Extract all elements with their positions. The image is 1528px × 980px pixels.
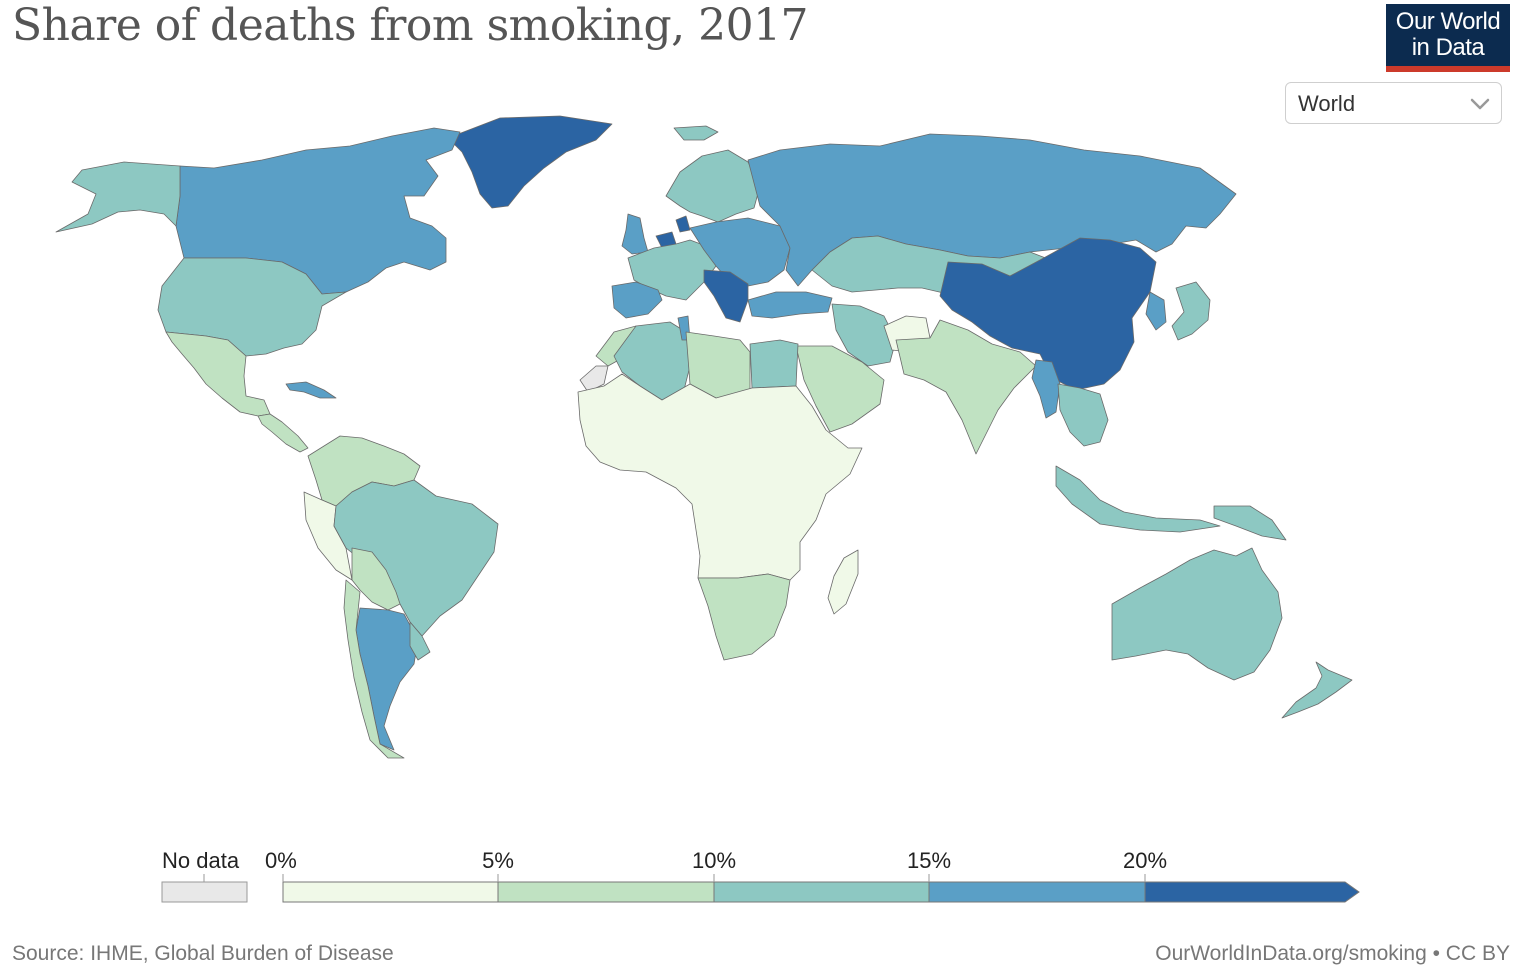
legend-tick-label: 5% xyxy=(482,848,514,873)
region-selector[interactable]: World xyxy=(1285,82,1502,124)
legend-bar xyxy=(161,874,1360,903)
country-southern-africa[interactable] xyxy=(697,573,791,661)
country-algeria[interactable] xyxy=(613,321,691,401)
country-united-kingdom[interactable] xyxy=(621,213,649,255)
legend: No data 0% 5% 10% 15% 20% xyxy=(0,840,1528,920)
country-arabian-peninsula[interactable] xyxy=(795,345,885,433)
logo-line-1: Our World xyxy=(1395,8,1501,35)
country-central-america[interactable] xyxy=(257,413,309,453)
legend-tick-label: 15% xyxy=(906,848,952,873)
credit-link[interactable]: OurWorldInData.org/smoking • CC BY xyxy=(1155,942,1510,965)
country-myanmar[interactable] xyxy=(1031,359,1061,419)
owid-logo[interactable]: Our World in Data xyxy=(1386,4,1510,72)
country-sub-saharan-africa[interactable] xyxy=(577,373,863,581)
country-central-eastern-europe[interactable] xyxy=(689,217,791,287)
country-pakistan-india[interactable] xyxy=(895,319,1037,455)
country-madagascar[interactable] xyxy=(827,549,859,615)
country-peru[interactable] xyxy=(303,491,353,581)
country-spain[interactable] xyxy=(611,281,663,319)
country-turkey[interactable] xyxy=(747,291,833,319)
country-uruguay[interactable] xyxy=(409,621,431,661)
country-alaska[interactable] xyxy=(55,161,181,233)
country-egypt[interactable] xyxy=(749,339,799,389)
chevron-down-icon xyxy=(1470,98,1490,110)
legend-bin-1[interactable] xyxy=(497,881,715,903)
country-denmark[interactable] xyxy=(675,215,691,233)
legend-tick-label: 0% xyxy=(265,848,297,873)
region-selector-value: World xyxy=(1298,91,1356,116)
legend-bin-2[interactable] xyxy=(713,881,930,903)
country-papua-new-guinea[interactable] xyxy=(1213,505,1287,541)
source-note: Source: IHME, Global Burden of Disease xyxy=(12,942,394,965)
country-chile[interactable] xyxy=(343,579,405,759)
country-australia[interactable] xyxy=(1111,547,1283,681)
chart-title: Share of deaths from smoking, 2017 xyxy=(12,0,809,51)
legend-tick-label: 20% xyxy=(1122,848,1168,873)
country-greenland[interactable] xyxy=(447,115,613,209)
country-southeast-asia[interactable] xyxy=(1057,383,1109,447)
country-bolivia-paraguay[interactable] xyxy=(351,547,401,611)
legend-tick-label: 10% xyxy=(691,848,737,873)
legend-bin-4[interactable] xyxy=(1144,881,1360,903)
no-data-swatch xyxy=(161,881,248,903)
country-indonesia[interactable] xyxy=(1055,465,1221,533)
logo-line-2: in Data xyxy=(1411,34,1485,61)
legend-bin-3[interactable] xyxy=(928,881,1146,903)
legend-bin-0[interactable] xyxy=(282,881,499,903)
country-scandinavia[interactable] xyxy=(665,149,761,223)
world-map xyxy=(55,115,1353,759)
country-cuba[interactable] xyxy=(285,381,337,399)
country-balkans[interactable] xyxy=(703,269,749,323)
country-iran[interactable] xyxy=(831,303,897,367)
country-china[interactable] xyxy=(939,237,1157,391)
country-japan[interactable] xyxy=(1171,281,1211,341)
country-new-zealand[interactable] xyxy=(1281,661,1353,719)
no-data-label: No data xyxy=(162,848,240,873)
country-iceland[interactable] xyxy=(673,125,719,141)
country-korea[interactable] xyxy=(1145,291,1167,331)
